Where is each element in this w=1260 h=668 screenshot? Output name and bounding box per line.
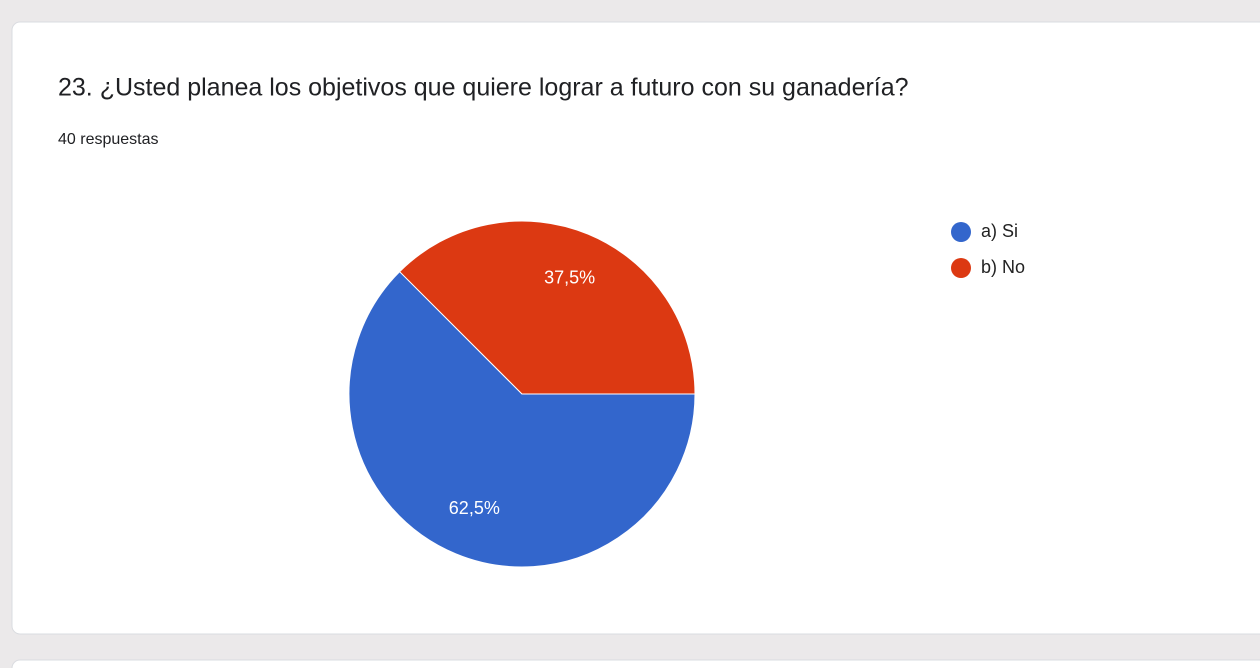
legend-label: b) No (981, 257, 1025, 277)
legend-swatch (951, 222, 971, 242)
pie-slice (348, 270, 696, 568)
slice-label: 62,5% (449, 498, 500, 518)
legend-swatch (951, 258, 971, 278)
chart-subtitle: 40 respuestas (58, 131, 159, 148)
chart-title: 23. ¿Usted planea los objetivos que quie… (58, 74, 909, 102)
pie-slice (398, 220, 696, 395)
legend-label: a) Si (981, 221, 1018, 241)
next-card (11, 659, 1260, 668)
slice-label: 37,5% (544, 268, 595, 288)
